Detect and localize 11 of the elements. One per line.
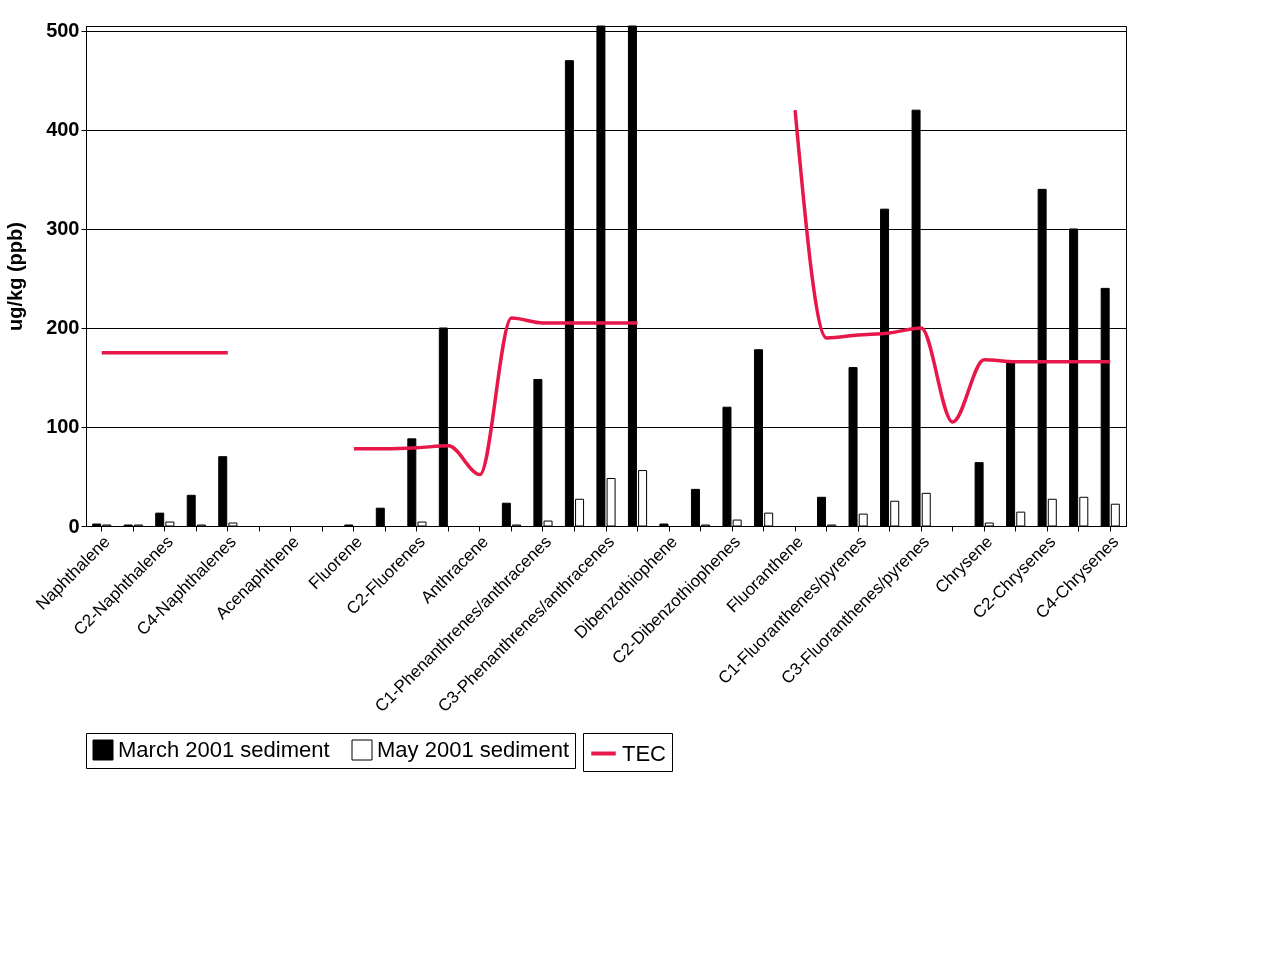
y-tick-label: 0	[68, 514, 80, 537]
y-tick-label: 500	[46, 19, 80, 42]
bar	[375, 507, 385, 527]
y-tick-label: 100	[46, 415, 80, 438]
y-tick-label: 300	[46, 217, 80, 240]
y-tick-label: 200	[46, 316, 80, 339]
legend-label: May 2001 sediment	[377, 737, 569, 762]
legend-label: TEC	[622, 740, 667, 766]
y-axis-title: ug/kg (ppb)	[4, 222, 27, 331]
y-tick-label: 400	[46, 118, 80, 141]
legend-label: March 2001 sediment	[118, 737, 330, 762]
